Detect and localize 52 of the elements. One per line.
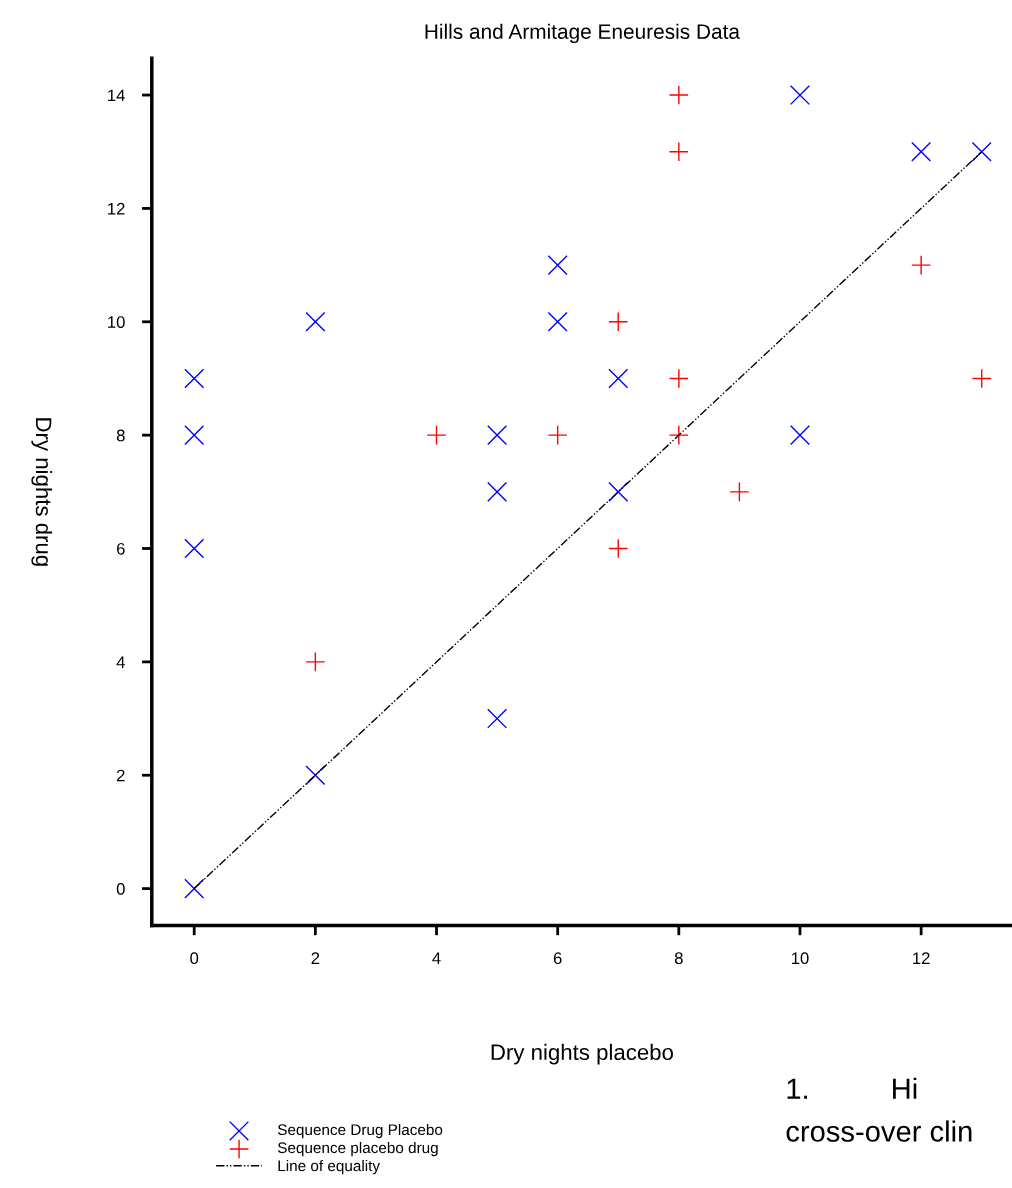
point [487, 425, 508, 446]
y-tick-label: 2 [116, 769, 125, 782]
x-axis-title: Dry nights placebo [491, 1043, 673, 1065]
point [184, 878, 205, 899]
y-tick-label: 14 [108, 89, 125, 102]
point [608, 538, 629, 559]
text: cross-over clin [786, 1120, 972, 1142]
x-tick-label: 0 [190, 952, 199, 965]
point [729, 481, 750, 502]
point [487, 708, 508, 729]
x-tick-label: 2 [311, 952, 320, 964]
point [668, 368, 689, 389]
point [911, 255, 932, 276]
point [305, 765, 326, 786]
y-tick-label: 4 [116, 656, 125, 668]
legend-label: Sequence placebo drug [277, 1141, 438, 1157]
point [789, 425, 810, 446]
text: 1. Hi [787, 1077, 917, 1099]
point [547, 255, 568, 276]
legend-label: Sequence Drug Placebo [277, 1123, 443, 1139]
y-tick-label: 0 [116, 883, 125, 895]
point [668, 141, 689, 162]
point [547, 311, 568, 332]
x-tick-label: 10 [791, 952, 809, 965]
point [911, 141, 932, 162]
point [305, 651, 326, 672]
point [971, 368, 992, 389]
y-tick-label: 10 [108, 316, 125, 328]
point [184, 538, 205, 559]
x-tick-label: 12 [913, 952, 930, 964]
point [487, 481, 508, 502]
point [184, 368, 205, 389]
y-tick-label: 6 [116, 542, 125, 555]
legend-label: Line of equality [278, 1160, 381, 1175]
x-tick-label: 6 [553, 952, 562, 965]
point [608, 311, 629, 332]
y-tick-label: 8 [116, 429, 125, 442]
point [971, 141, 992, 162]
point [184, 425, 205, 446]
point [305, 311, 326, 332]
point [668, 425, 689, 446]
point [547, 425, 568, 446]
chart-title: Hills and Armitage Eneuresis Data [425, 23, 740, 44]
y-tick-label: 12 [108, 202, 125, 215]
x-tick-label: 4 [432, 952, 441, 964]
y-axis-title: Dry nights drug [31, 418, 53, 566]
point [608, 368, 629, 389]
x-tick-label: 8 [674, 952, 683, 965]
point [608, 481, 629, 502]
point [789, 85, 810, 106]
point [668, 85, 689, 106]
point [426, 425, 447, 446]
